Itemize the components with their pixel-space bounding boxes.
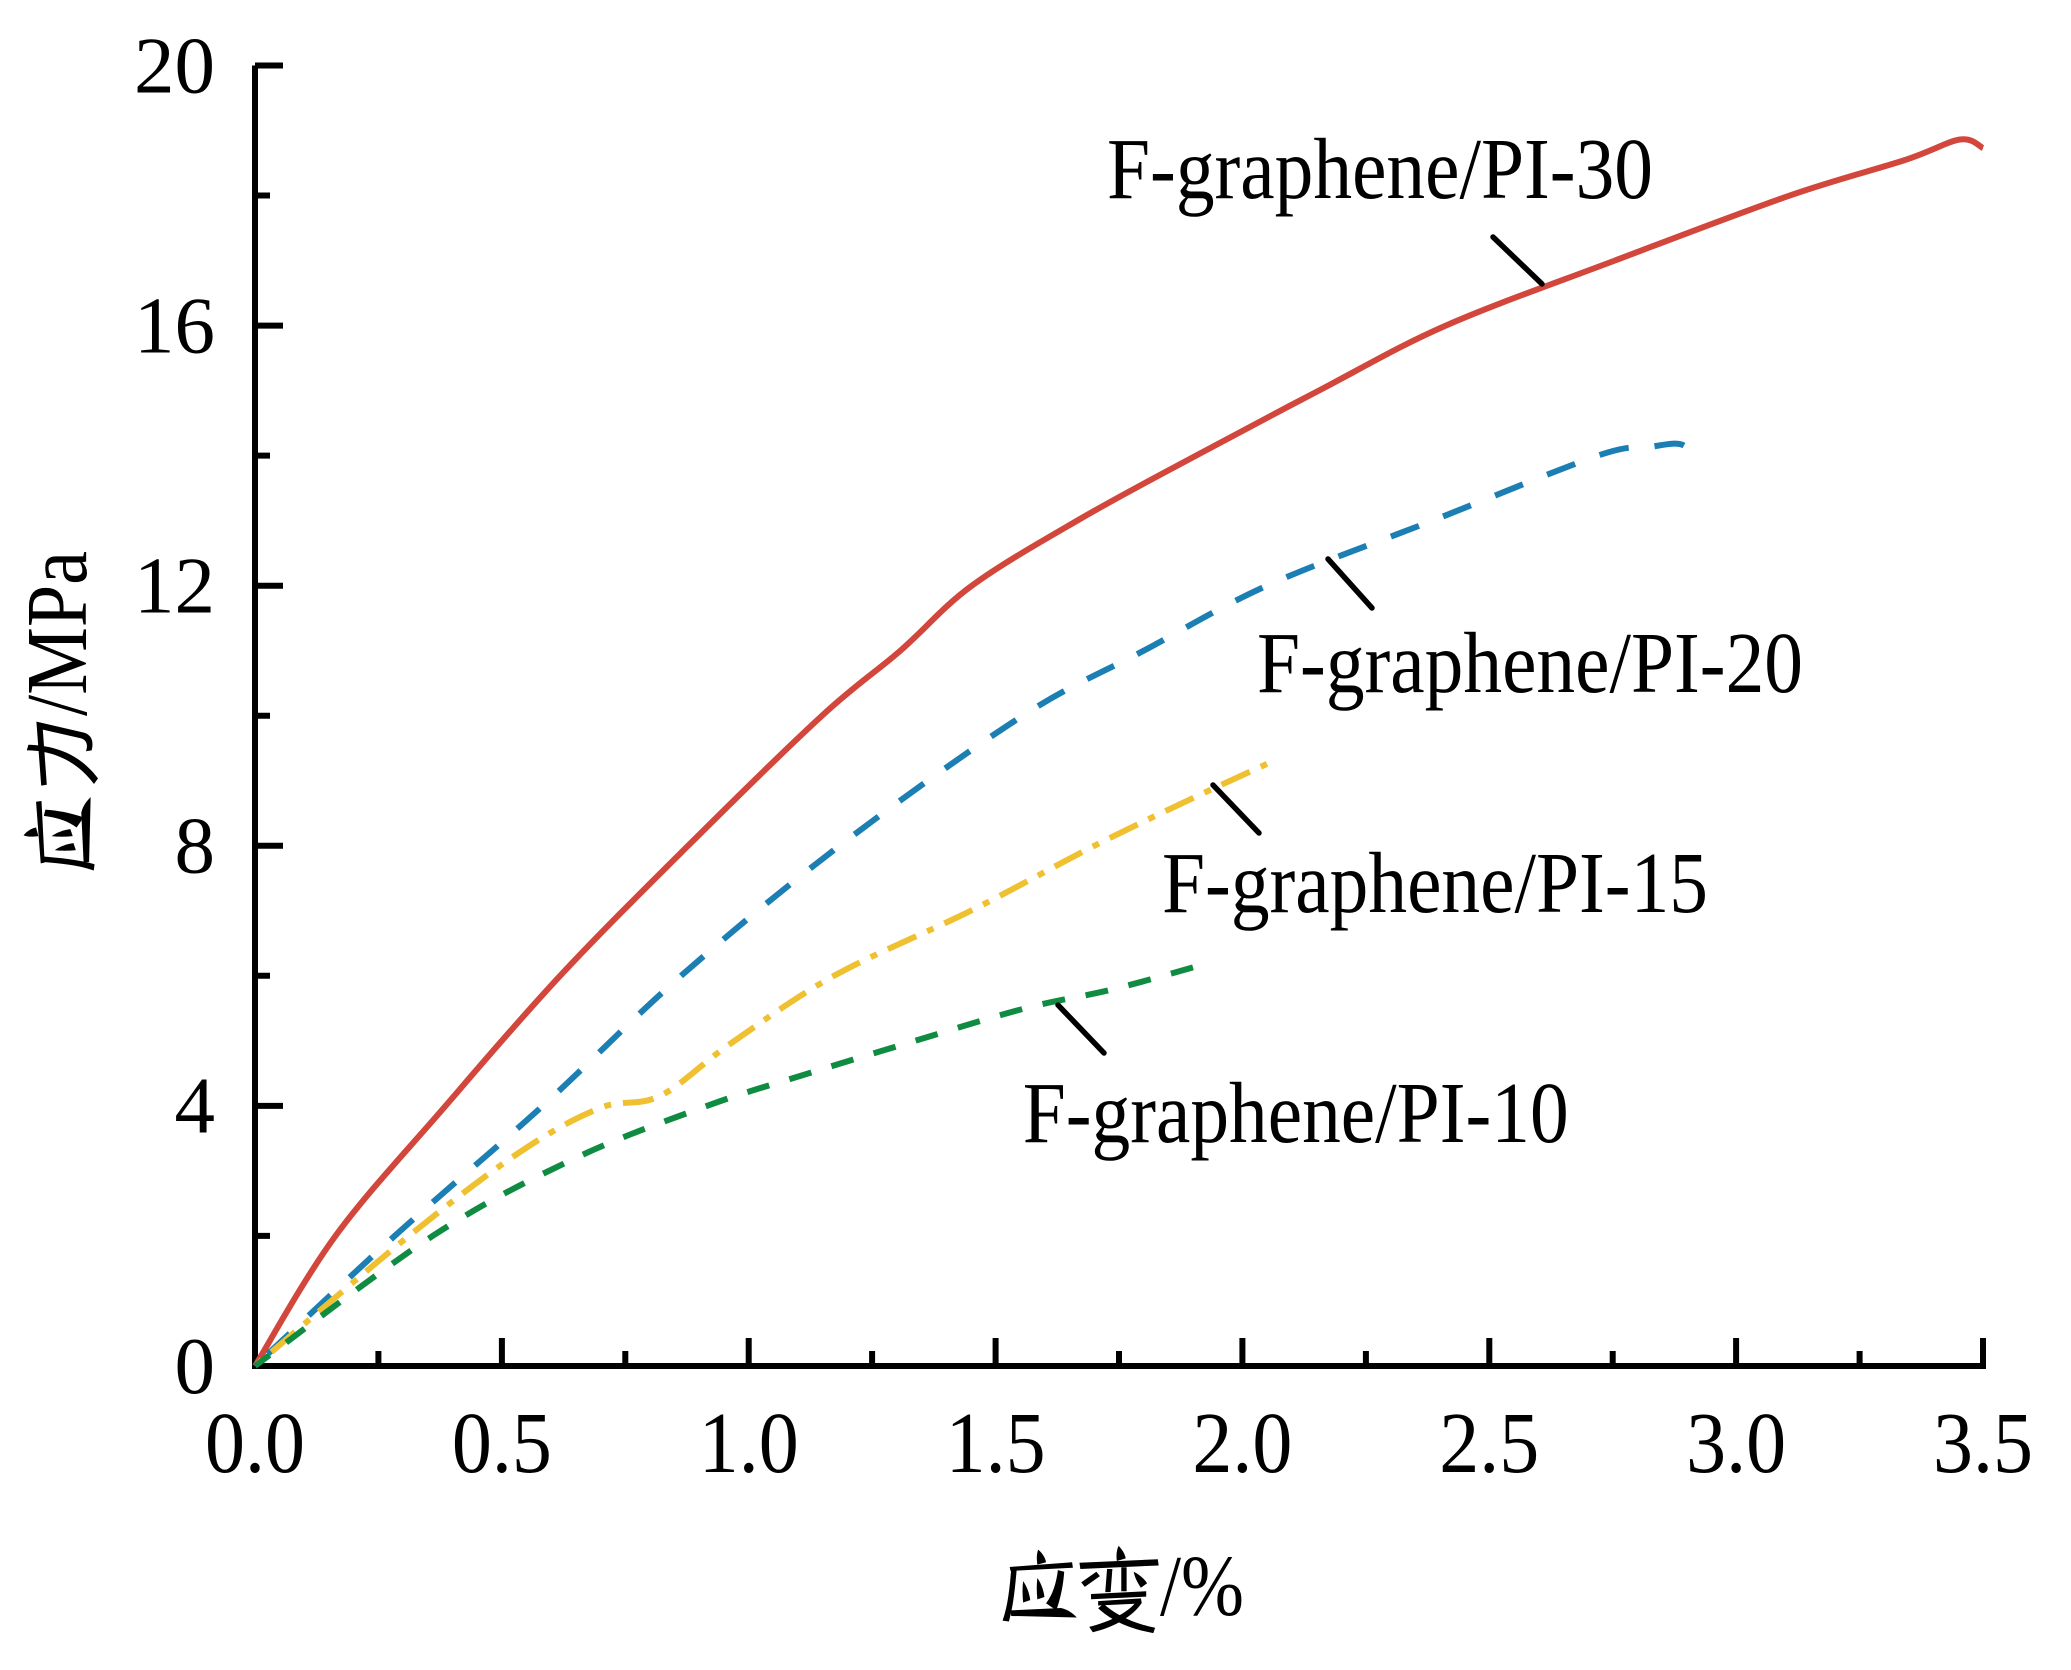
svg-text:20: 20	[134, 20, 215, 110]
svg-text:/%: /%	[1160, 1537, 1244, 1634]
svg-text:F-graphene/PI-15: F-graphene/PI-15	[1162, 834, 1708, 931]
svg-text:0.0: 0.0	[205, 1394, 305, 1491]
svg-text:F-graphene/PI-20: F-graphene/PI-20	[1257, 614, 1803, 711]
svg-text:/MPa: /MPa	[8, 551, 105, 716]
svg-text:16: 16	[134, 280, 215, 370]
svg-text:4: 4	[175, 1061, 216, 1151]
svg-text:3.5: 3.5	[1933, 1394, 2033, 1491]
svg-text:0.5: 0.5	[452, 1394, 552, 1491]
svg-text:F-graphene/PI-10: F-graphene/PI-10	[1023, 1064, 1569, 1161]
svg-text:1.5: 1.5	[946, 1394, 1046, 1491]
svg-text:2.0: 2.0	[1192, 1394, 1292, 1491]
svg-text:8: 8	[175, 801, 216, 891]
svg-text:12: 12	[134, 541, 215, 631]
svg-text:F-graphene/PI-30: F-graphene/PI-30	[1107, 120, 1653, 217]
svg-text:2.5: 2.5	[1439, 1394, 1539, 1491]
svg-text:0: 0	[175, 1321, 216, 1411]
svg-text:1.0: 1.0	[699, 1394, 799, 1491]
svg-text:3.0: 3.0	[1686, 1394, 1786, 1491]
